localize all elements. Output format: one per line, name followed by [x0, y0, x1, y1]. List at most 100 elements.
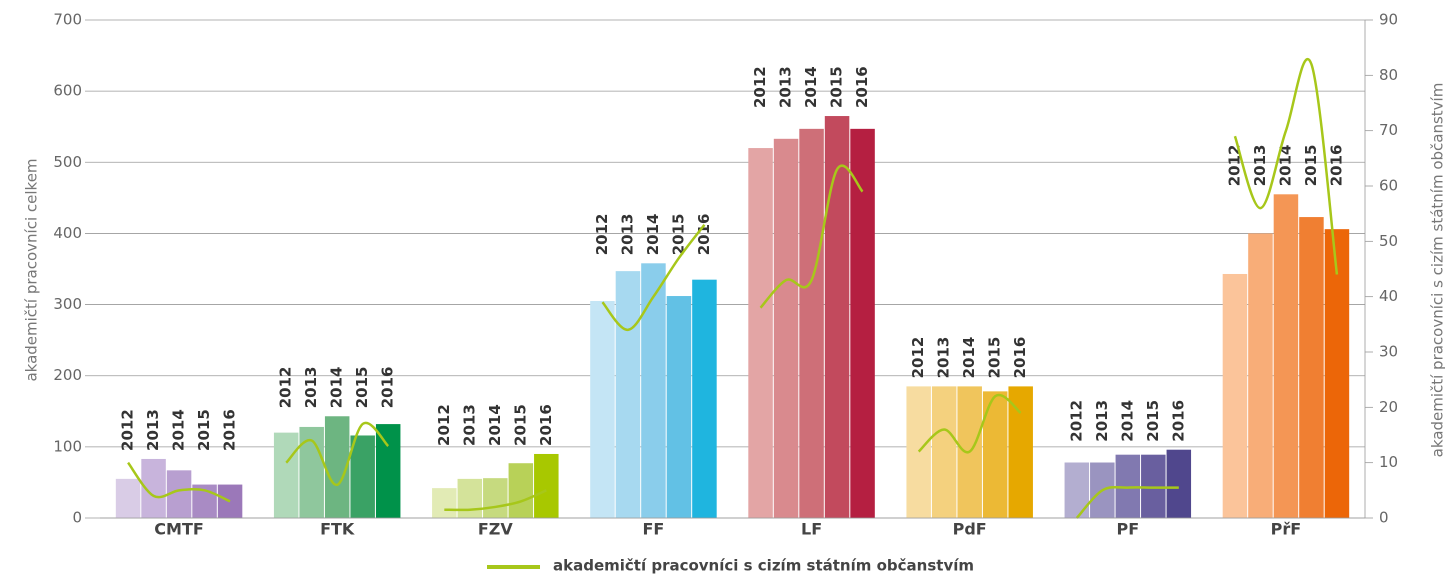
bar [115, 478, 141, 518]
bar [1248, 233, 1273, 518]
y2-tick-label: 60 [1379, 177, 1398, 195]
bar [615, 271, 641, 518]
year-label: 2014 [1276, 145, 1294, 187]
bar [931, 386, 957, 518]
y2-tick-label: 80 [1379, 66, 1398, 84]
y2-tick-label: 30 [1379, 343, 1398, 361]
x-tick-label: CMTF [154, 520, 204, 539]
y-tick-label: 100 [53, 437, 82, 455]
x-tick-label: PF [1116, 520, 1139, 539]
y-tick-label: 200 [53, 366, 82, 384]
year-label: 2013 [777, 66, 795, 108]
bar [350, 435, 375, 518]
bar [850, 128, 875, 518]
bar [773, 138, 799, 518]
bar [483, 478, 508, 518]
x-tick-label: FTK [320, 520, 355, 539]
bar [1222, 273, 1248, 518]
year-label: 2014 [1118, 400, 1136, 442]
year-label: 2015 [1302, 145, 1320, 187]
year-label: 2015 [669, 214, 687, 256]
year-label: 2016 [853, 66, 871, 108]
bar [1299, 217, 1324, 518]
y-tick-label: 500 [53, 153, 82, 171]
year-label: 2014 [644, 214, 662, 256]
year-label: 2015 [353, 367, 371, 409]
year-label: 2016 [379, 367, 397, 409]
year-label: 2015 [511, 404, 529, 446]
year-label: 2016 [695, 214, 713, 256]
bar [534, 453, 559, 518]
year-label: 2013 [144, 409, 162, 451]
bar [692, 279, 717, 518]
year-label: 2012 [593, 214, 611, 256]
bar [1166, 449, 1192, 518]
y-tick-label: 600 [53, 82, 82, 100]
year-label: 2013 [460, 404, 478, 446]
x-tick-label: PřF [1271, 520, 1302, 539]
line [759, 164, 864, 309]
y2-axis-title: akademičtí pracovníci s cizím státním ob… [1429, 83, 1445, 458]
year-label: 2016 [1169, 400, 1187, 442]
x-tick-label: FZV [478, 520, 514, 539]
line [1075, 485, 1179, 519]
y2-tick-label: 20 [1379, 398, 1398, 416]
year-label: 2015 [195, 409, 213, 451]
year-label: 2012 [751, 66, 769, 108]
bar [748, 148, 773, 519]
y2-tick-label: 10 [1379, 453, 1398, 471]
bar [1064, 462, 1090, 518]
line [127, 461, 231, 503]
bar [1273, 194, 1299, 519]
year-label: 2012 [277, 367, 295, 409]
bar [799, 128, 824, 518]
year-label: 2016 [537, 404, 555, 446]
year-label: 2012 [435, 404, 453, 446]
year-label: 2013 [935, 337, 953, 379]
year-label: 2013 [1251, 145, 1269, 187]
x-tick-label: FF [643, 520, 665, 539]
bar [590, 301, 615, 518]
bar [824, 116, 850, 519]
year-label: 2014 [802, 66, 820, 108]
line [285, 421, 390, 487]
year-label: 2014 [960, 337, 978, 379]
year-label: 2012 [1225, 145, 1243, 187]
y2-tick-label: 40 [1379, 287, 1398, 305]
line [601, 223, 706, 332]
bar [906, 386, 931, 518]
year-label: 2016 [221, 409, 239, 451]
bar [666, 296, 692, 518]
line [917, 393, 1022, 454]
x-tick-label: PdF [953, 520, 987, 539]
year-label: 2013 [302, 367, 320, 409]
line [1233, 58, 1339, 275]
year-label: 2013 [618, 214, 636, 256]
year-label: 2015 [828, 66, 846, 108]
bar [375, 424, 401, 518]
year-label: 2014 [486, 404, 504, 446]
bar [641, 263, 666, 518]
bar [457, 478, 483, 518]
y2-tick-label: 0 [1379, 509, 1389, 527]
year-label: 2015 [1144, 400, 1162, 442]
y-tick-label: 0 [72, 509, 82, 527]
bar [273, 432, 299, 518]
bar [508, 463, 534, 518]
bar [1008, 386, 1033, 518]
y-tick-label: 300 [53, 295, 82, 313]
year-label: 2012 [119, 409, 137, 451]
year-label: 2012 [1067, 400, 1085, 442]
y-tick-label: 700 [53, 11, 82, 29]
bar [1324, 229, 1350, 518]
year-label: 2015 [986, 337, 1004, 379]
year-label: 2013 [1093, 400, 1111, 442]
legend-label: akademičtí pracovníci s cizím státním ob… [553, 557, 974, 575]
year-label: 2014 [170, 409, 188, 451]
y2-tick-label: 90 [1379, 11, 1398, 29]
y2-tick-label: 50 [1379, 232, 1398, 250]
x-tick-label: LF [801, 520, 822, 539]
year-label: 2016 [1011, 337, 1029, 379]
bar [432, 488, 457, 518]
